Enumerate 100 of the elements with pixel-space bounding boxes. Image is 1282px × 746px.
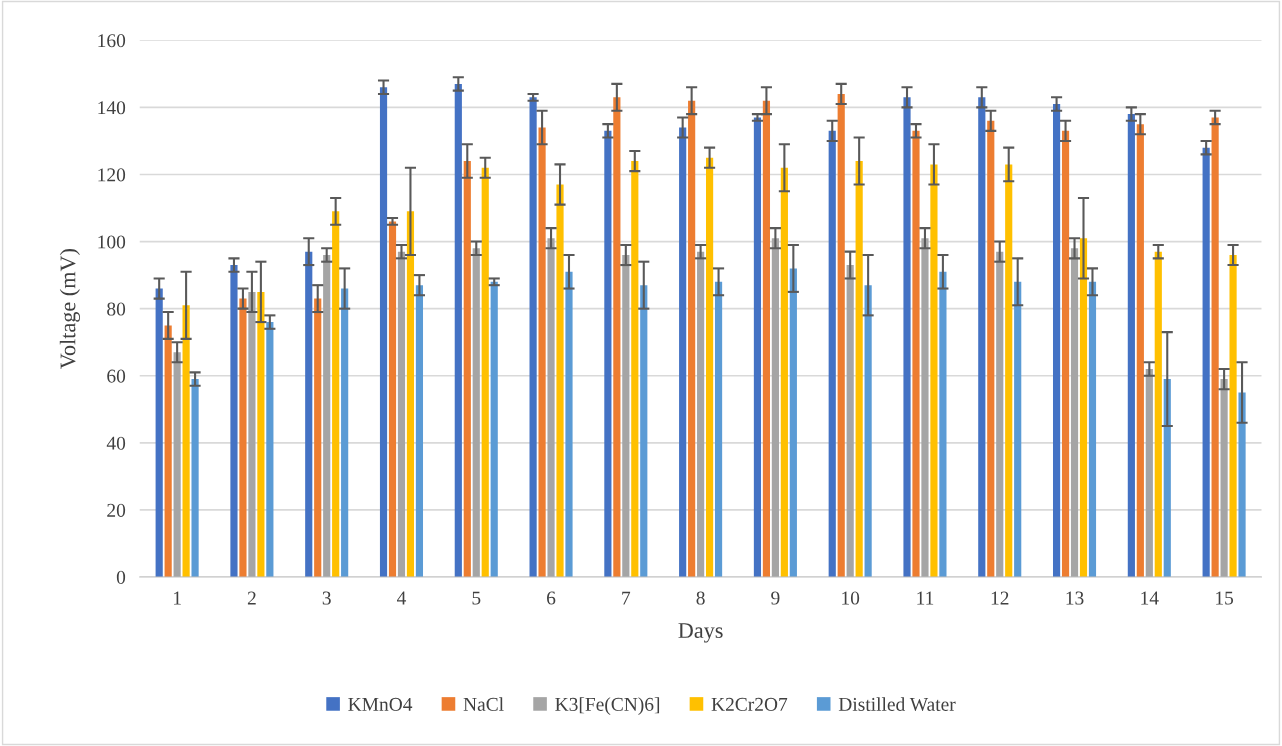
bar bbox=[529, 97, 537, 578]
bar bbox=[490, 281, 498, 578]
bar bbox=[789, 268, 797, 578]
y-tick-label: 20 bbox=[107, 503, 126, 517]
bar bbox=[1127, 114, 1135, 578]
bar bbox=[912, 130, 920, 578]
bar bbox=[996, 251, 1004, 578]
bar bbox=[1052, 104, 1061, 578]
bar bbox=[1154, 251, 1162, 578]
bar bbox=[903, 97, 911, 578]
bar bbox=[921, 238, 929, 578]
bar bbox=[182, 305, 190, 578]
bar bbox=[155, 288, 163, 578]
bar bbox=[1145, 369, 1153, 578]
bar bbox=[173, 352, 181, 578]
bar bbox=[1202, 147, 1210, 578]
bar bbox=[379, 87, 388, 578]
y-axis-title: Voltage (mV) bbox=[59, 249, 81, 369]
bar bbox=[828, 130, 836, 578]
legend-label: K2Cr2O7 bbox=[711, 697, 788, 711]
bar bbox=[714, 281, 723, 578]
bar bbox=[604, 130, 612, 578]
bar bbox=[978, 97, 986, 578]
bar bbox=[855, 161, 863, 578]
y-tick-label: 120 bbox=[98, 168, 126, 182]
x-tick-label: 6 bbox=[547, 591, 556, 605]
bar bbox=[314, 298, 322, 578]
bar bbox=[1136, 124, 1144, 578]
x-axis-title: Days bbox=[678, 623, 723, 643]
bar bbox=[613, 97, 621, 578]
bar bbox=[1079, 238, 1088, 578]
y-tick-label: 100 bbox=[98, 235, 126, 249]
bar bbox=[388, 221, 397, 578]
x-tick-label: 13 bbox=[1066, 591, 1084, 605]
bar bbox=[305, 251, 313, 578]
bar bbox=[1220, 379, 1228, 578]
x-tick-label: 15 bbox=[1216, 591, 1234, 605]
bar bbox=[257, 291, 265, 578]
y-tick-label: 80 bbox=[107, 302, 126, 316]
legend-label: KMnO4 bbox=[348, 697, 413, 711]
bar bbox=[341, 288, 349, 578]
bar bbox=[930, 164, 938, 578]
bar bbox=[1070, 248, 1079, 578]
y-tick-label: 160 bbox=[98, 34, 126, 48]
bar bbox=[780, 167, 788, 578]
y-tick-label: 60 bbox=[107, 369, 126, 383]
bar bbox=[622, 254, 630, 578]
legend-label: K3[Fe(CN)6] bbox=[555, 697, 660, 715]
bar bbox=[323, 254, 331, 578]
x-tick-label: 12 bbox=[991, 591, 1009, 605]
bar bbox=[1014, 281, 1022, 578]
y-tick-label: 140 bbox=[98, 101, 126, 115]
y-tick-label: 40 bbox=[106, 436, 126, 450]
legend-label: Distilled Water bbox=[838, 697, 956, 712]
x-tick-label: 4 bbox=[397, 591, 407, 605]
bar bbox=[697, 251, 705, 578]
x-tick-label: 10 bbox=[842, 591, 860, 605]
bar bbox=[1061, 130, 1070, 578]
bar bbox=[1229, 254, 1237, 578]
x-tick-label: 7 bbox=[622, 591, 631, 605]
x-tick-label: 11 bbox=[917, 591, 934, 605]
bar bbox=[547, 238, 555, 578]
bar bbox=[397, 251, 406, 578]
bar bbox=[1211, 117, 1219, 578]
x-tick-label: 2 bbox=[247, 591, 256, 605]
bar bbox=[1088, 281, 1097, 578]
x-tick-label: 1 bbox=[173, 591, 181, 605]
bar bbox=[864, 285, 872, 578]
bar bbox=[191, 379, 199, 578]
legend-label: NaCl bbox=[463, 697, 504, 711]
bar bbox=[230, 265, 238, 578]
bar bbox=[472, 248, 480, 578]
x-tick-label: 14 bbox=[1141, 591, 1159, 605]
bar bbox=[1163, 379, 1171, 578]
bar bbox=[837, 93, 845, 578]
bar bbox=[1005, 164, 1013, 578]
bar bbox=[454, 83, 462, 578]
bar bbox=[463, 161, 471, 578]
bar bbox=[565, 271, 573, 578]
bar bbox=[846, 265, 854, 578]
bar bbox=[266, 322, 274, 578]
bar bbox=[538, 127, 546, 578]
bar bbox=[753, 117, 762, 578]
bar bbox=[481, 167, 489, 578]
bar bbox=[640, 285, 648, 578]
bar bbox=[415, 285, 424, 578]
bar bbox=[406, 211, 415, 578]
bar bbox=[939, 271, 947, 578]
x-tick-label: 5 bbox=[472, 591, 481, 605]
x-tick-label: 9 bbox=[771, 591, 780, 605]
y-tick-label: 0 bbox=[116, 570, 126, 584]
bar bbox=[239, 298, 247, 578]
bar bbox=[688, 100, 696, 578]
bar bbox=[164, 325, 172, 578]
bar bbox=[771, 238, 779, 578]
x-tick-label: 8 bbox=[696, 591, 705, 605]
bar bbox=[631, 161, 639, 578]
bar bbox=[987, 120, 995, 578]
bar bbox=[706, 157, 714, 578]
bar bbox=[556, 184, 564, 578]
